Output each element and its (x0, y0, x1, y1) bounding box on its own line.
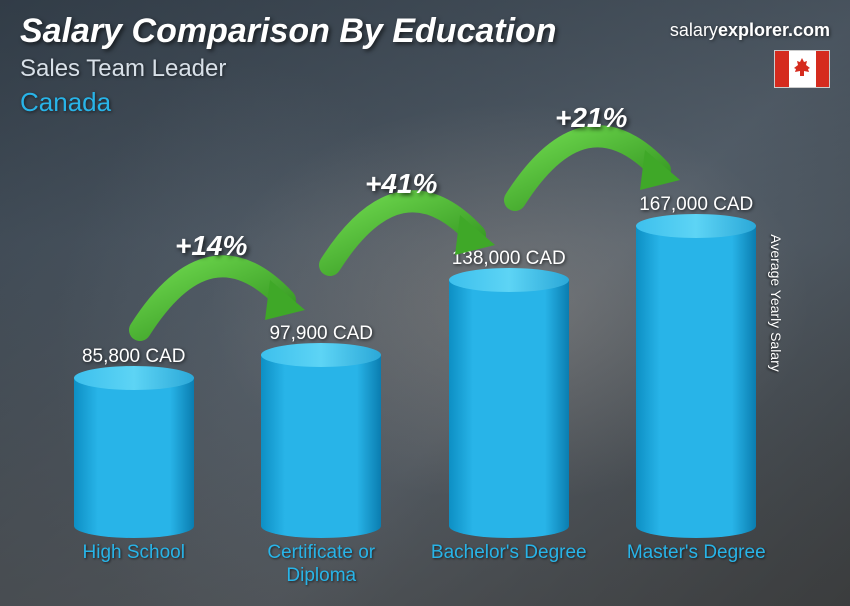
country-label: Canada (20, 87, 830, 118)
bar-group-1: 85,800 CAD (51, 346, 216, 538)
bar-body-2 (261, 355, 381, 538)
pct-increase-3: +21% (555, 102, 627, 134)
bar-top-1 (74, 366, 194, 390)
flag-maple-leaf-icon (789, 51, 816, 87)
bar-1 (74, 378, 194, 538)
x-axis-labels: High School Certificate or Diploma Bache… (40, 542, 790, 588)
canada-flag-icon (774, 50, 830, 88)
source-attribution: salaryexplorer.com (670, 20, 830, 41)
bar-body-4 (636, 226, 756, 538)
bar-body-1 (74, 378, 194, 538)
flag-stripe-left (775, 51, 789, 87)
bar-2 (261, 355, 381, 538)
pct-increase-1: +14% (175, 230, 247, 262)
pct-increase-2: +41% (365, 168, 437, 200)
bar-4 (636, 226, 756, 538)
bar-3 (449, 280, 569, 538)
bar-body-3 (449, 280, 569, 538)
xlabel-2: Certificate or Diploma (239, 542, 404, 588)
flag-stripe-right (816, 51, 830, 87)
source-prefix: salary (670, 20, 718, 40)
bar-chart: +14% +41% +21% 85,800 CAD 97,900 CAD (40, 140, 790, 588)
job-title: Sales Team Leader (20, 55, 830, 83)
bar-group-4: 167,000 CAD (614, 194, 779, 538)
xlabel-3: Bachelor's Degree (426, 542, 591, 588)
xlabel-4: Master's Degree (614, 542, 779, 588)
xlabel-1: High School (51, 542, 216, 588)
source-suffix: explorer.com (718, 20, 830, 40)
